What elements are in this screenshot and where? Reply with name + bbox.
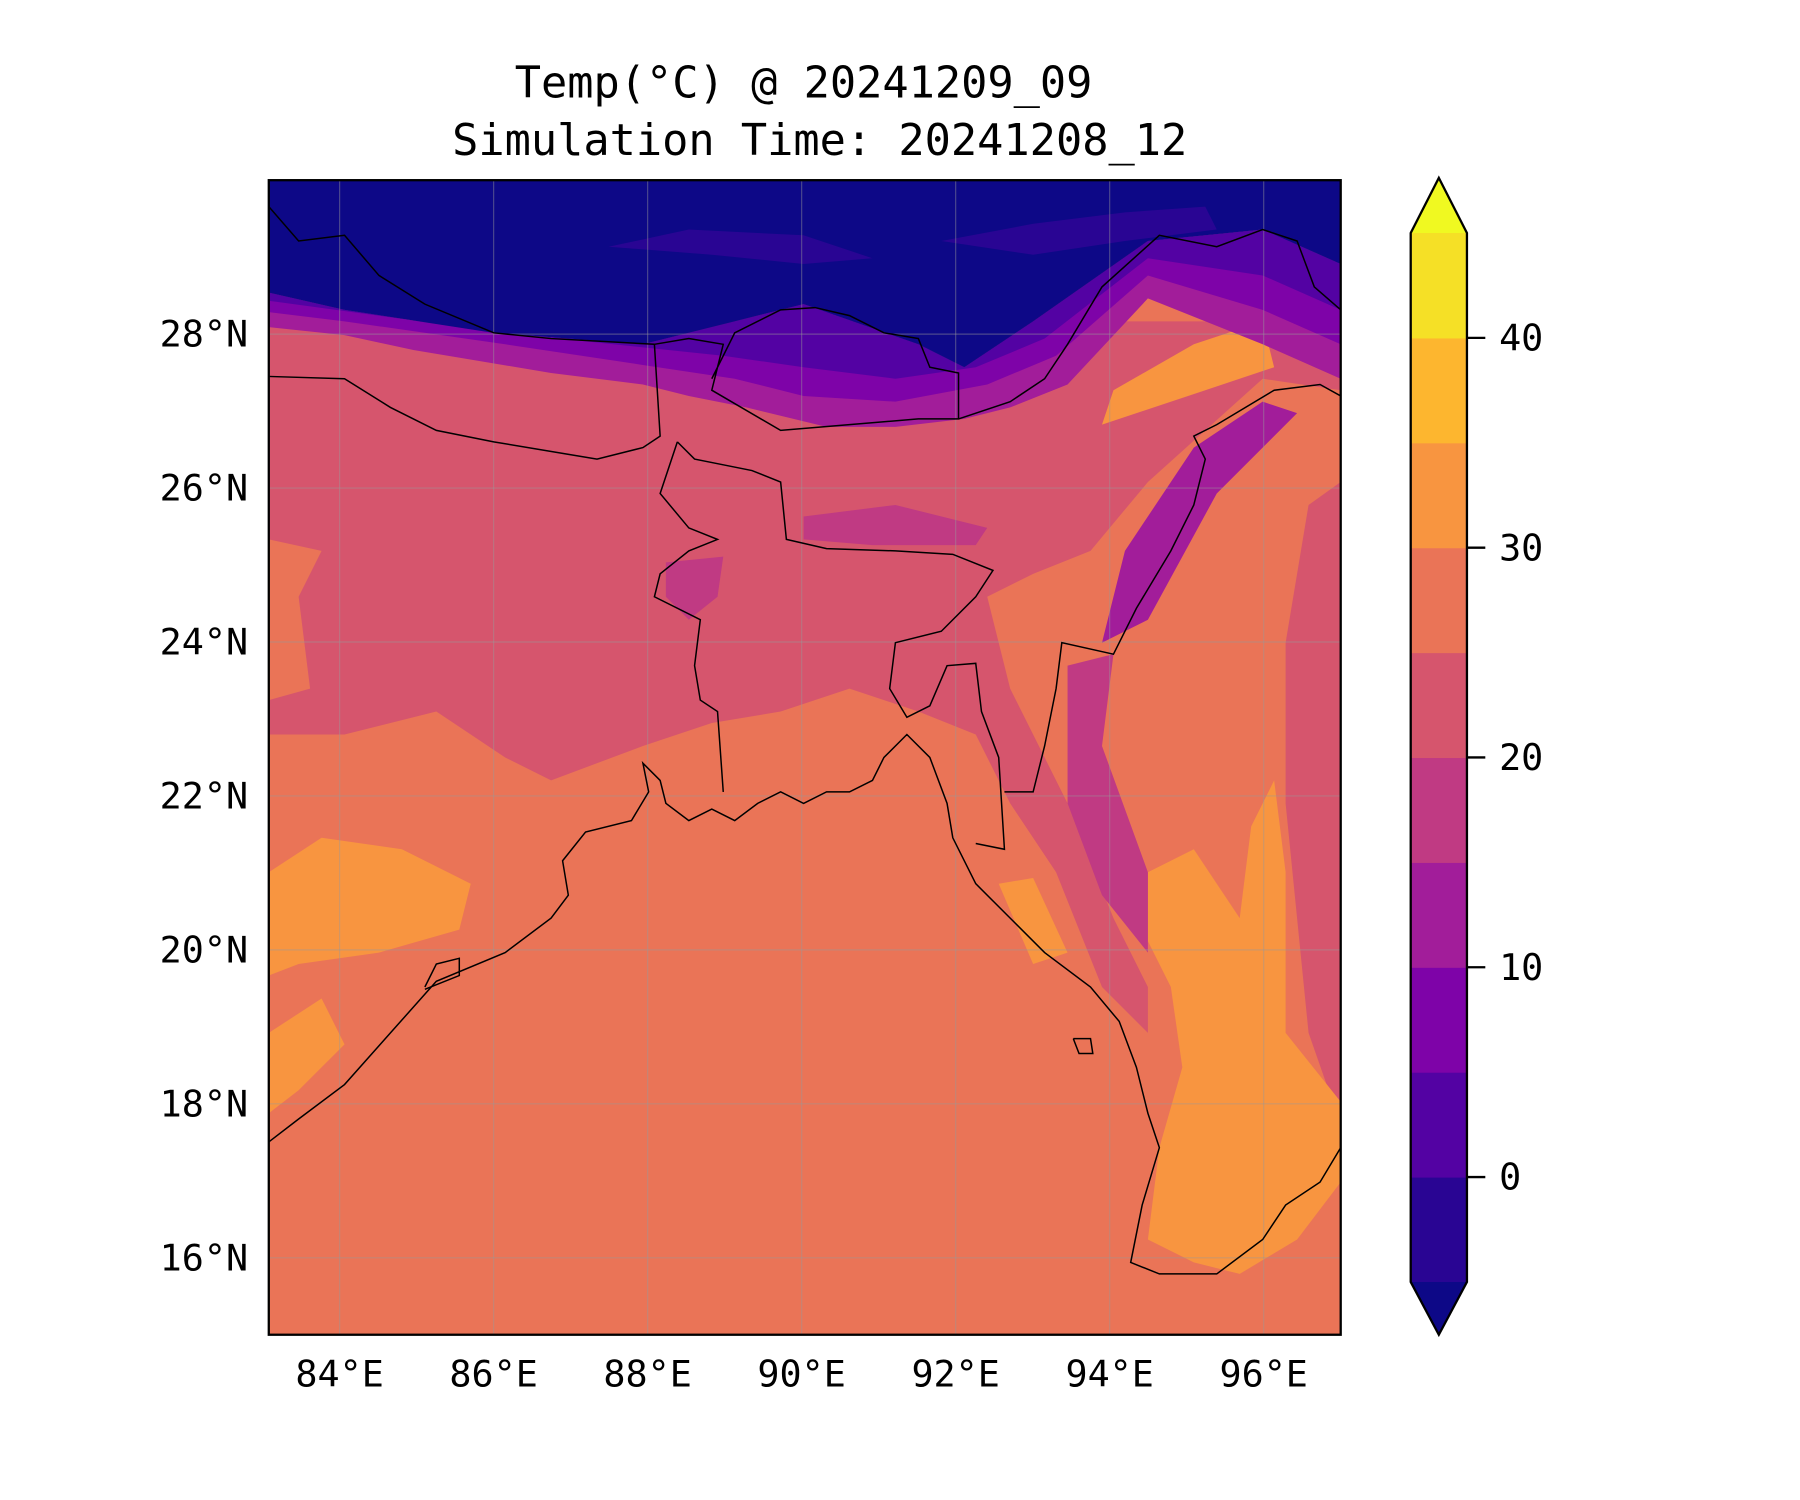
contour-region	[1147, 780, 1341, 1274]
colorbar-tick-label: 40	[1499, 316, 1543, 359]
contour-region	[803, 504, 988, 546]
colorbar-segment	[1410, 967, 1467, 1073]
coastline-border	[676, 441, 1006, 851]
colorbar-segment	[1410, 1177, 1467, 1283]
lon-tick-label: 92°E	[911, 1352, 999, 1395]
coastline-border	[958, 228, 1341, 420]
colorbar-segment	[1410, 1072, 1467, 1178]
lat-tick-label: 28°N	[160, 313, 248, 356]
lat-tick-label: 18°N	[160, 1082, 248, 1125]
lon-tick-label: 88°E	[603, 1352, 691, 1395]
gridlines	[268, 180, 1341, 1335]
temperature-field	[268, 180, 1341, 1335]
colorbar-segment	[1410, 442, 1467, 549]
title-line-2: Simulation Time: 20241208_12	[452, 116, 1187, 166]
lon-tick-label: 86°E	[449, 1352, 537, 1395]
contour-region	[1067, 654, 1148, 953]
lat-tick-label: 20°N	[160, 929, 248, 972]
lon-tick-label: 90°E	[757, 1352, 845, 1395]
contour-region	[1285, 482, 1341, 1125]
latitude-ticks: 16°N 18°N 20°N 22°N 24°N 26°N 28°N	[160, 313, 248, 1280]
colorbar-segment	[1410, 337, 1467, 444]
colorbar-segment	[1410, 232, 1467, 339]
contour-region	[1101, 321, 1275, 425]
colorbar-tick-label: 30	[1499, 526, 1543, 569]
lon-tick-label: 96°E	[1219, 1352, 1307, 1395]
colorbar-tick-label: 20	[1499, 736, 1543, 779]
colorbar-segment	[1410, 862, 1467, 968]
contour-region	[268, 998, 345, 1114]
coastline-border	[268, 206, 960, 432]
colorbar-outline	[1409, 175, 1469, 1338]
colorbar-segment	[1410, 652, 1467, 759]
lat-tick-label: 16°N	[160, 1236, 248, 1279]
coastlines-borders	[268, 206, 1341, 1275]
colorbar: 0 10 20 30 40	[1409, 175, 1543, 1338]
colorbar-extend-min	[1410, 1281, 1467, 1335]
contour-region	[268, 837, 471, 976]
contour-region	[1101, 401, 1298, 643]
title-line-1: Temp(°C) @ 20241209_09	[515, 59, 1093, 109]
lon-tick-label: 94°E	[1065, 1352, 1153, 1395]
contour-region	[268, 539, 322, 701]
lat-tick-label: 22°N	[160, 775, 248, 818]
map-frame	[267, 179, 1342, 1336]
contour-region	[665, 556, 724, 620]
coastline-border	[268, 733, 1341, 1275]
coastline-border	[1072, 1037, 1094, 1055]
contour-region	[998, 877, 1068, 965]
contour-region	[941, 206, 1217, 255]
coastline-border	[1004, 383, 1341, 793]
contour-region	[268, 321, 1341, 1033]
coastline-border	[424, 957, 461, 990]
colorbar-segment	[1410, 757, 1467, 863]
contour-region	[268, 229, 1341, 379]
coastline-border	[268, 344, 661, 460]
longitude-ticks: 84°E 86°E 88°E 90°E 92°E 94°E 96°E	[295, 1352, 1308, 1395]
lon-tick-label: 84°E	[295, 1352, 383, 1395]
colorbar-tick-label: 10	[1499, 946, 1543, 989]
lat-tick-label: 26°N	[160, 467, 248, 510]
colorbar-extend-max	[1410, 177, 1467, 233]
contour-region	[608, 229, 873, 264]
colorbar-tick-label: 0	[1499, 1156, 1521, 1199]
colorbar-segment	[1410, 547, 1467, 654]
coastline-border	[653, 441, 725, 792]
lat-tick-label: 24°N	[160, 621, 248, 664]
